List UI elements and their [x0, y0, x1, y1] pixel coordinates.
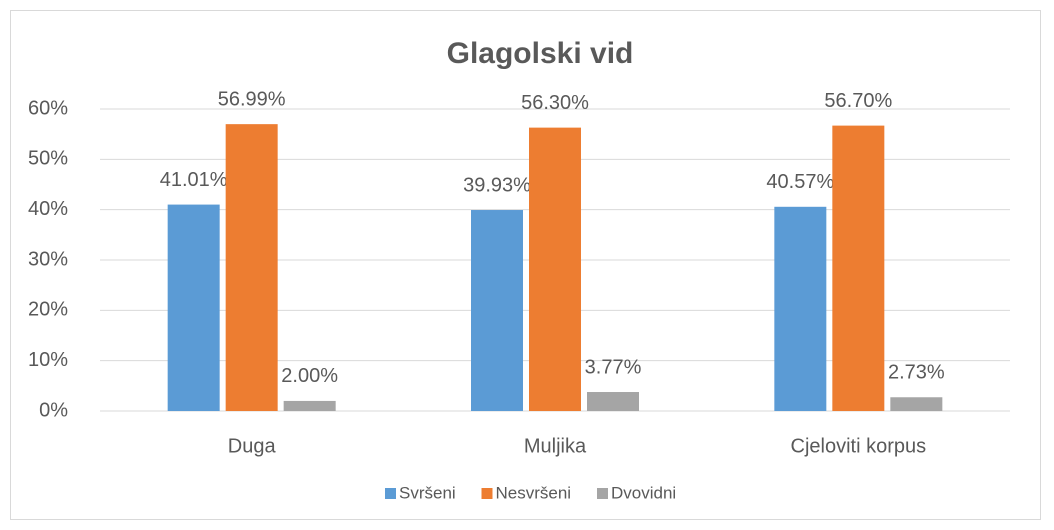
value-label: 2.00% — [281, 365, 338, 387]
bar — [167, 204, 220, 411]
value-label: 40.57% — [766, 171, 834, 193]
chart-title: Glagolski vid — [447, 37, 634, 70]
bar — [774, 206, 827, 411]
legend-swatch — [597, 488, 608, 499]
bar — [283, 400, 336, 411]
x-tick-label: Duga — [228, 435, 277, 457]
y-tick-label: 60% — [28, 97, 68, 119]
y-tick-label: 20% — [28, 299, 68, 321]
legend-swatch — [385, 488, 396, 499]
bar — [890, 397, 943, 411]
bar — [587, 392, 639, 411]
x-tick-label: Muljika — [524, 435, 587, 457]
value-label: 2.73% — [888, 362, 945, 384]
bar — [832, 125, 885, 412]
legend-label: Nesvršeni — [496, 483, 572, 502]
bar — [225, 124, 278, 411]
value-label: 3.77% — [585, 356, 642, 378]
value-label: 56.99% — [218, 88, 286, 110]
value-label: 56.70% — [824, 90, 892, 112]
y-tick-label: 30% — [28, 248, 68, 270]
bar — [471, 210, 523, 411]
y-tick-label: 0% — [39, 399, 68, 421]
legend-swatch — [481, 488, 493, 499]
y-tick-label: 40% — [28, 198, 68, 220]
y-tick-label: 10% — [28, 349, 68, 371]
y-tick-label: 50% — [28, 148, 68, 170]
x-tick-label: Cjeloviti korpus — [791, 435, 927, 457]
bar — [529, 127, 581, 411]
value-label: 56.30% — [521, 92, 589, 114]
value-label: 41.01% — [160, 169, 228, 191]
value-label: 39.93% — [463, 174, 531, 196]
legend-label: Dvovidni — [611, 483, 676, 502]
legend-label: Svršeni — [399, 483, 456, 502]
